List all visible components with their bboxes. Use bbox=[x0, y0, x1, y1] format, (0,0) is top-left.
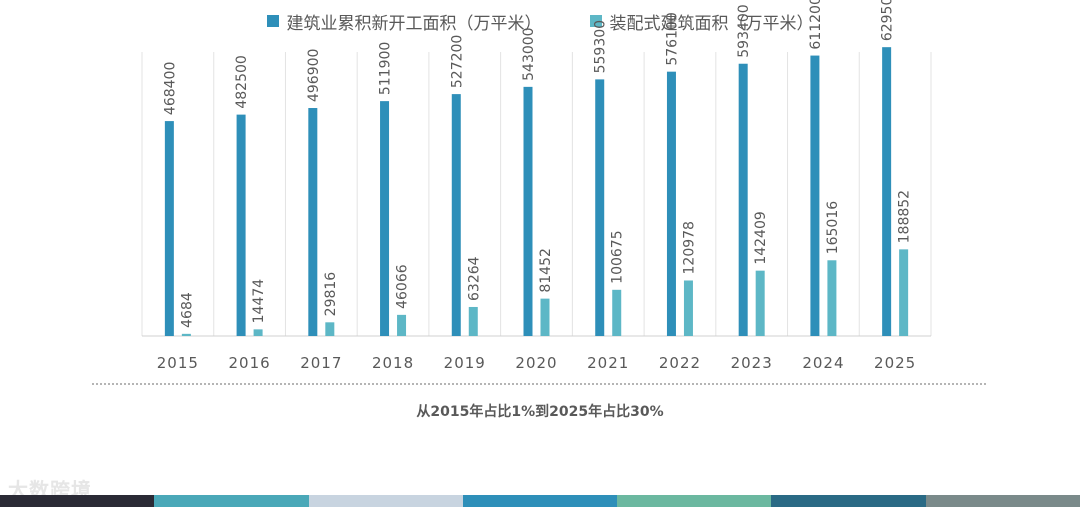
data-label-series-2: 100675 bbox=[610, 230, 626, 283]
bar-series-2 bbox=[325, 322, 335, 336]
legend-swatch-series-1 bbox=[266, 15, 279, 27]
legend-item-series-1: 建筑业累积新开工面积（万平米） bbox=[266, 8, 542, 34]
footer-segment bbox=[308, 495, 463, 507]
bar-series-1 bbox=[451, 94, 461, 336]
bar-series-1 bbox=[164, 121, 174, 336]
bar-series-1 bbox=[523, 86, 533, 336]
data-label-series-1: 576100 bbox=[664, 12, 680, 65]
bar-series-1 bbox=[738, 63, 748, 336]
data-label-series-1: 527200 bbox=[449, 35, 465, 88]
bar-series-2 bbox=[612, 289, 622, 336]
x-tick-label: 2015 bbox=[157, 354, 199, 372]
data-label-series-2: 14474 bbox=[251, 279, 267, 324]
data-label-series-1: 468400 bbox=[162, 62, 178, 115]
data-label-series-2: 142409 bbox=[753, 211, 769, 264]
footer-color-bar bbox=[0, 495, 1080, 507]
chart-caption: 从2015年占比1%到2025年占比30% bbox=[416, 404, 664, 420]
data-label-series-2: 165016 bbox=[825, 201, 841, 255]
bar-series-1 bbox=[666, 71, 676, 337]
data-label-series-1: 593400 bbox=[736, 4, 752, 57]
bar-series-2 bbox=[827, 260, 837, 336]
data-label-series-1: 496900 bbox=[306, 49, 322, 102]
data-label-series-2: 120978 bbox=[681, 221, 697, 274]
footer-segment bbox=[154, 495, 309, 507]
footer-segment bbox=[925, 495, 1080, 507]
data-label-series-2: 188852 bbox=[897, 190, 913, 243]
footer-segment bbox=[0, 495, 155, 507]
data-label-series-2: 63264 bbox=[466, 256, 482, 301]
x-tick-label: 2019 bbox=[444, 354, 486, 372]
x-tick-label: 2021 bbox=[587, 354, 629, 372]
bar-series-2 bbox=[181, 333, 191, 336]
x-tick-label: 2018 bbox=[372, 354, 414, 372]
data-label-series-2: 29816 bbox=[323, 272, 339, 317]
data-label-series-1: 611200 bbox=[808, 0, 824, 50]
legend-item-series-2: 装配式建筑面积（万平米） bbox=[589, 8, 814, 34]
legend-label-series-2: 装配式建筑面积（万平米） bbox=[609, 13, 814, 34]
data-label-series-1: 482500 bbox=[234, 55, 250, 108]
bar-series-1 bbox=[595, 79, 605, 336]
divider-line bbox=[92, 383, 986, 385]
data-label-series-2: 81452 bbox=[538, 248, 554, 293]
x-tick-label: 2016 bbox=[228, 354, 270, 372]
bar-series-2 bbox=[899, 249, 909, 336]
bar-series-2 bbox=[397, 314, 407, 336]
data-label-series-2: 4684 bbox=[179, 292, 195, 328]
x-tick-label: 2025 bbox=[874, 354, 916, 372]
data-label-series-2: 46066 bbox=[395, 264, 411, 309]
data-label-series-1: 559300 bbox=[593, 20, 609, 73]
bar-series-1 bbox=[308, 108, 318, 336]
bar-series-2 bbox=[540, 298, 550, 336]
x-tick-label: 2020 bbox=[515, 354, 557, 372]
bar-series-1 bbox=[882, 47, 892, 336]
bar-series-2 bbox=[683, 280, 693, 336]
bar-series-1 bbox=[380, 101, 390, 336]
footer-segment bbox=[771, 495, 926, 507]
data-label-series-1: 629500 bbox=[880, 0, 896, 41]
legend: 建筑业累积新开工面积（万平米） 装配式建筑面积（万平米） bbox=[0, 8, 1080, 34]
bar-series-1 bbox=[236, 114, 246, 336]
x-tick-label: 2023 bbox=[731, 354, 773, 372]
data-label-series-1: 543000 bbox=[521, 27, 537, 80]
bar-series-2 bbox=[253, 329, 263, 336]
legend-label-series-1: 建筑业累积新开工面积（万平米） bbox=[286, 13, 542, 34]
x-tick-label: 2022 bbox=[659, 354, 701, 372]
bar-series-2 bbox=[755, 270, 765, 336]
footer-segment bbox=[617, 495, 772, 507]
bar-series-1 bbox=[810, 55, 820, 337]
x-tick-label: 2017 bbox=[300, 354, 342, 372]
legend-swatch-series-2 bbox=[589, 15, 602, 27]
bar-series-2 bbox=[468, 306, 478, 336]
x-tick-label: 2024 bbox=[802, 354, 844, 372]
data-label-series-1: 511900 bbox=[378, 42, 394, 95]
footer-segment bbox=[462, 495, 618, 507]
